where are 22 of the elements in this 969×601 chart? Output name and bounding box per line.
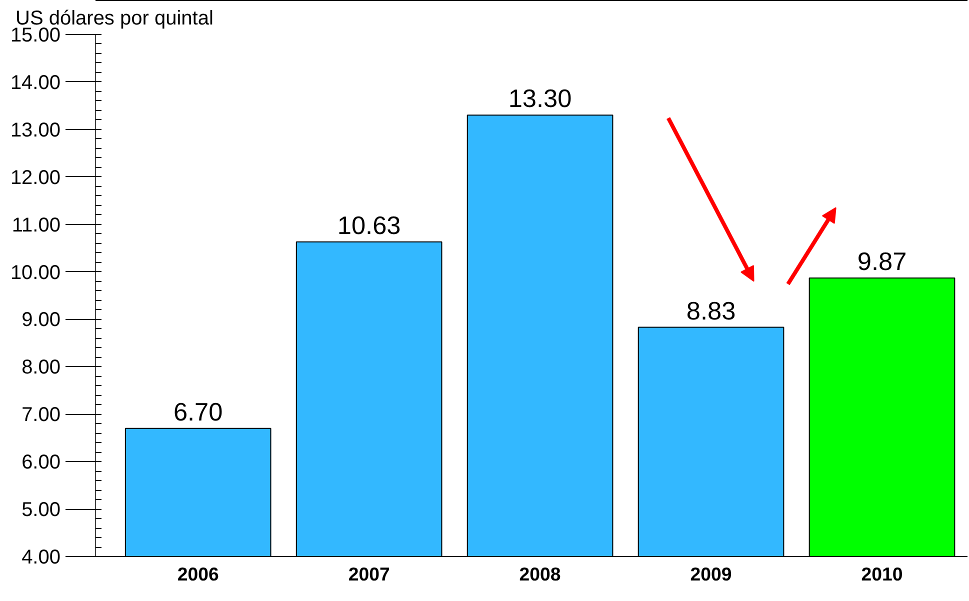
x-tick-label: 2007 (348, 564, 390, 584)
y-tick-label: 6.00 (22, 452, 61, 474)
y-tick-label: 4.00 (22, 546, 61, 568)
y-tick-label: 7.00 (22, 404, 61, 426)
data-label: 9.87 (857, 248, 907, 276)
y-tick-label: 5.00 (22, 499, 61, 522)
y-tick-label: 8.00 (22, 356, 61, 379)
y-tick-label: 14.00 (10, 72, 61, 94)
x-tick-label: 2009 (690, 564, 732, 584)
y-tick-label: 15.00 (10, 24, 61, 46)
x-tick-label: 2010 (861, 564, 903, 584)
y-tick-label: 11.00 (12, 214, 61, 236)
data-label: 10.63 (337, 212, 401, 240)
y-tick-label: 10.00 (10, 262, 61, 284)
x-tick-label: 2008 (519, 564, 561, 584)
data-label: 8.83 (686, 297, 736, 326)
x-tick-label: 2006 (177, 564, 219, 584)
y-tick-label: 13.00 (10, 119, 61, 142)
data-label: 6.70 (173, 398, 223, 426)
y-tick-label: 12.00 (10, 166, 61, 189)
y-tick-label: 9.00 (22, 309, 61, 332)
data-label: 13.30 (508, 85, 572, 114)
